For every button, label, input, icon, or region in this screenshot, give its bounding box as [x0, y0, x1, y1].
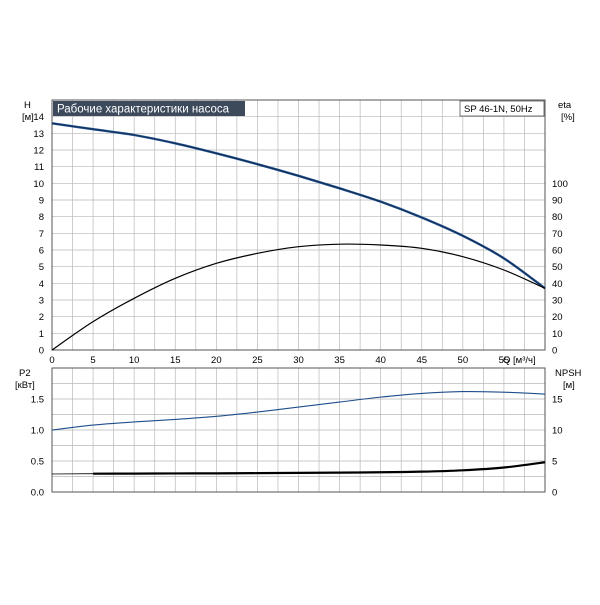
- eta-tick-label: 70: [552, 229, 563, 240]
- h-tick-label: 10: [33, 179, 44, 190]
- lower-right-tick-labels: 0 5 10 15: [552, 395, 563, 499]
- chart-title: Рабочие характеристики насоса: [57, 104, 230, 116]
- q-tick-label: 40: [375, 355, 386, 366]
- q-tick-label: 25: [252, 355, 263, 366]
- y-axis-unit-kw: [кВт]: [15, 380, 35, 391]
- y-axis-label-p2: P2: [19, 368, 31, 379]
- eta-tick-label: 40: [552, 279, 563, 290]
- h-tick-label: 13: [33, 129, 44, 140]
- eta-tick-label: 100: [552, 179, 568, 190]
- p2-tick-label: 0.0: [31, 488, 44, 499]
- eta-tick-label: 0: [552, 346, 557, 357]
- y2-axis-label-eta: eta: [558, 100, 572, 111]
- q-tick-label: 45: [416, 355, 427, 366]
- q-tick-label: 50: [458, 355, 469, 366]
- y-axis-label-h: H: [24, 100, 31, 111]
- h-tick-label: 5: [39, 262, 44, 273]
- p2-tick-label: 1.0: [31, 426, 44, 437]
- h-tick-label: 9: [39, 196, 44, 207]
- q-tick-label: 0: [49, 355, 54, 366]
- h-tick-label: 0: [39, 346, 44, 357]
- lower-left-tick-labels: 0.0 0.5 1.0 1.5: [31, 395, 44, 499]
- eta-tick-label: 60: [552, 246, 563, 257]
- q-tick-label: 10: [129, 355, 140, 366]
- q-tick-label: 20: [211, 355, 222, 366]
- eta-tick-label: 30: [552, 296, 563, 307]
- npsh-tick-label: 15: [552, 395, 563, 406]
- eta-tick-label: 20: [552, 312, 563, 323]
- h-tick-label: 11: [34, 162, 44, 173]
- h-tick-label: 8: [39, 212, 44, 223]
- eta-tick-label: 10: [552, 329, 563, 340]
- q-tick-label: 5: [90, 355, 95, 366]
- h-tick-label: 12: [33, 146, 44, 157]
- x-axis-label-q: Q [м³/ч]: [503, 355, 536, 366]
- eta-tick-label: 90: [552, 196, 563, 207]
- h-tick-label: 6: [39, 246, 44, 257]
- y-axis-unit-m: [м]: [22, 112, 34, 123]
- npsh-tick-label: 5: [552, 457, 557, 468]
- y2-axis-unit-percent: [%]: [561, 112, 575, 123]
- h-tick-label: 14: [33, 112, 44, 123]
- h-tick-label: 7: [39, 229, 44, 240]
- h-tick-label: 2: [39, 312, 44, 323]
- eta-tick-label: 80: [552, 212, 563, 223]
- p2-tick-label: 0.5: [31, 457, 44, 468]
- y2-axis-label-npsh: NPSH: [555, 368, 582, 379]
- p2-tick-label: 1.5: [31, 395, 44, 406]
- upper-grid: [52, 100, 545, 350]
- h-tick-label: 4: [39, 279, 44, 290]
- q-tick-label: 30: [293, 355, 304, 366]
- npsh-tick-label: 0: [552, 488, 557, 499]
- upper-right-tick-labels: 0 10 20 30 40 50 60 70 80 90 100: [552, 179, 568, 357]
- model-label: SP 46-1N, 50Hz: [464, 104, 533, 115]
- h-tick-label: 3: [39, 296, 44, 307]
- eta-tick-label: 50: [552, 262, 563, 273]
- q-tick-label: 15: [170, 355, 181, 366]
- npsh-tick-label: 10: [552, 426, 563, 437]
- q-tick-label: 35: [334, 355, 345, 366]
- h-tick-label: 1: [39, 329, 44, 340]
- y2-axis-unit-m: [м]: [563, 380, 575, 391]
